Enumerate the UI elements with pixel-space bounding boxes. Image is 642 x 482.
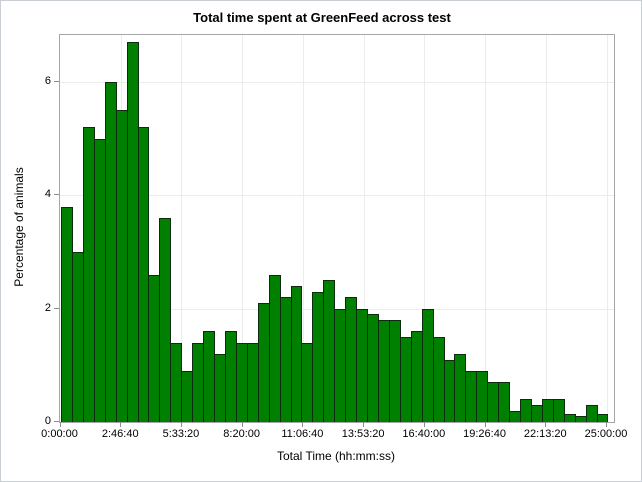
x-tick-label: 25:00:00 xyxy=(584,428,628,440)
x-tick-label: 2:46:40 xyxy=(101,428,139,440)
plot-area xyxy=(59,34,615,423)
y-tick-mark xyxy=(54,421,59,422)
x-tick-mark xyxy=(59,422,61,427)
x-tick-label: 13:53:20 xyxy=(341,428,385,440)
x-gridline xyxy=(606,35,608,422)
x-gridline xyxy=(363,35,365,422)
y-gridline xyxy=(60,82,614,84)
y-axis-title: Percentage of animals xyxy=(12,167,26,287)
x-tick-label: 0:00:00 xyxy=(41,428,78,440)
x-tick-label: 11:06:40 xyxy=(281,428,324,440)
x-tick-mark xyxy=(180,422,182,427)
y-tick-mark xyxy=(54,194,59,196)
chart-title: Total time spent at GreenFeed across tes… xyxy=(193,10,451,25)
x-tick-mark xyxy=(423,422,425,427)
histogram-bar xyxy=(585,405,598,422)
histogram-bar xyxy=(552,399,565,422)
x-gridline xyxy=(545,35,547,422)
y-gridline xyxy=(60,195,614,197)
x-tick-mark xyxy=(484,422,486,427)
x-gridline xyxy=(424,35,426,422)
histogram-bar xyxy=(498,382,511,422)
y-tick-mark xyxy=(54,81,59,83)
x-tick-mark xyxy=(606,422,607,427)
x-tick-label: 19:26:40 xyxy=(463,428,506,440)
y-tick-label: 6 xyxy=(44,75,51,88)
y-tick-label: 2 xyxy=(44,301,51,314)
x-gridline xyxy=(181,35,183,422)
y-tick-mark xyxy=(54,307,59,309)
x-gridline xyxy=(242,35,244,422)
y-tick-label: 4 xyxy=(44,188,51,201)
x-tick-mark xyxy=(120,422,122,427)
x-axis-title: Total Time (hh:mm:ss) xyxy=(276,449,396,463)
x-gridline xyxy=(485,35,487,422)
histogram-bar xyxy=(137,127,150,422)
x-tick-label: 16:40:00 xyxy=(402,428,446,440)
y-tick-label: 0 xyxy=(44,415,51,427)
x-tick-label: 22:13:20 xyxy=(523,428,567,440)
x-tick-label: 8:20:00 xyxy=(223,428,261,440)
histogram-bar xyxy=(596,414,609,422)
x-tick-mark xyxy=(241,422,243,427)
x-tick-mark xyxy=(363,422,365,427)
x-gridline xyxy=(302,35,304,422)
x-tick-mark xyxy=(545,422,547,427)
x-tick-mark xyxy=(302,422,304,427)
histogram-bar xyxy=(159,218,172,422)
x-tick-label: 5:33:20 xyxy=(162,428,200,440)
